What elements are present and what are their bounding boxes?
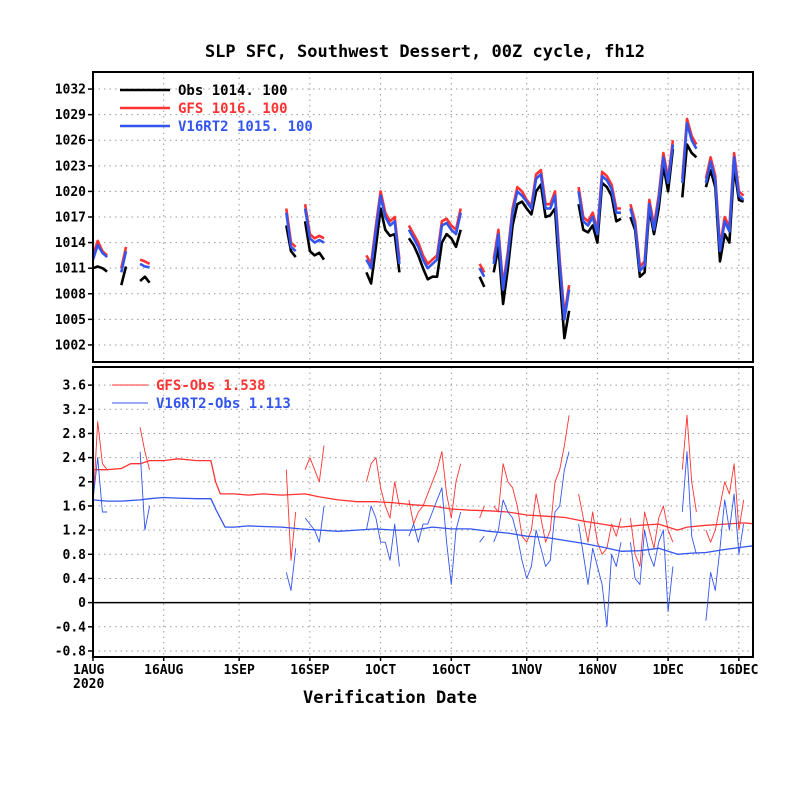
slp-legend: Obs 1014. 100 GFS 1016. 100 V16RT2 1015. 1… [120, 83, 313, 135]
bias-frame [92, 366, 754, 658]
bias-y-tick-label: 0.8 [63, 548, 87, 563]
bias-y-tick-label: -0.4 [55, 620, 86, 635]
x-tick-label: 1AUG [73, 663, 104, 678]
bias-y-tick-label: 1.2 [63, 524, 86, 539]
x-tick-label: 1NOV [511, 663, 542, 678]
x-tick-label: 16OCT [432, 663, 471, 678]
slp-y-tick-label: 1014 [55, 236, 86, 251]
slp-y-tick-label: 1008 [55, 287, 86, 302]
slp-panel: 1002 1005 1008 1011 1014 1017 1020 1023 1026 1029… [55, 71, 754, 363]
x-tick-label: 16NOV [578, 663, 617, 678]
slp-legend-label: GFS 1016. 100 [178, 101, 288, 117]
bias-y-tick-label: 1.6 [63, 499, 87, 514]
bias-y-ticks: -0.8 -0.4 0 0.4 0.8 1.2 1.6 2 2.4 2.8 3.2 3.6 [55, 379, 93, 659]
slp-series-v16rt2 [93, 121, 753, 321]
slp-y-ticks: 1002 1005 1008 1011 1014 1017 1020 1023 1026 1029… [55, 83, 93, 353]
bias-y-tick-label: 3.6 [63, 379, 87, 394]
slp-series-group [93, 117, 753, 340]
bias-series-v16rt2-obs-running-mean [93, 496, 753, 555]
bias-y-tick-label: 0 [78, 596, 86, 611]
x-tick-label: 1DEC [652, 663, 683, 678]
chart-title: SLP SFC, Southwest Dessert, 00Z cycle, f… [205, 42, 645, 62]
slp-grid [93, 72, 753, 362]
slp-y-tick-label: 1026 [55, 134, 86, 149]
bias-y-tick-label: 3.2 [63, 403, 86, 418]
bias-series-gfs-obs [93, 414, 753, 579]
bias-legend-label: GFS-Obs 1.538 [156, 378, 266, 394]
slp-y-tick-label: 1023 [55, 159, 86, 174]
x-tick-label: 1SEP [223, 663, 254, 678]
bias-legend: GFS-Obs 1.538 V16RT2-Obs 1.113 [112, 378, 291, 412]
slp-y-tick-label: 1020 [55, 185, 86, 200]
bias-series-gfs-obs-running-mean [93, 458, 753, 531]
slp-legend-label: Obs 1014. 100 [178, 83, 288, 99]
x-tick-label: 16DEC [719, 663, 758, 678]
slp-y-tick-label: 1011 [55, 262, 86, 277]
x-tick-label: 16SEP [290, 663, 329, 678]
x-tick-label: 16AUG [144, 663, 183, 678]
slp-y-tick-label: 1002 [55, 338, 86, 353]
slp-y-tick-label: 1005 [55, 313, 86, 328]
slp-legend-label: V16RT2 1015. 100 [178, 119, 313, 135]
bias-series-v16rt2-obs [93, 451, 753, 628]
bias-y-tick-label: 2.8 [63, 427, 87, 442]
bias-y-tick-label: 2 [78, 475, 86, 490]
bias-y-tick-label: -0.8 [55, 644, 86, 659]
x-tick-year-label: 2020 [73, 677, 104, 692]
slp-y-tick-label: 1032 [55, 83, 86, 98]
bias-y-tick-label: 2.4 [63, 451, 87, 466]
slp-frame [92, 71, 754, 363]
x-axis-label: Verification Date [303, 688, 477, 708]
bias-panel: -0.8 -0.4 0 0.4 0.8 1.2 1.6 2 2.4 2.8 3.2 3.6 GFS-Ob… [55, 366, 758, 692]
bias-y-tick-label: 0.4 [63, 572, 87, 587]
bias-series-group [93, 414, 753, 628]
slp-y-tick-label: 1017 [55, 211, 86, 226]
x-tick-label: 1OCT [365, 663, 396, 678]
slp-y-tick-label: 1029 [55, 108, 86, 123]
bias-legend-label: V16RT2-Obs 1.113 [156, 396, 291, 412]
